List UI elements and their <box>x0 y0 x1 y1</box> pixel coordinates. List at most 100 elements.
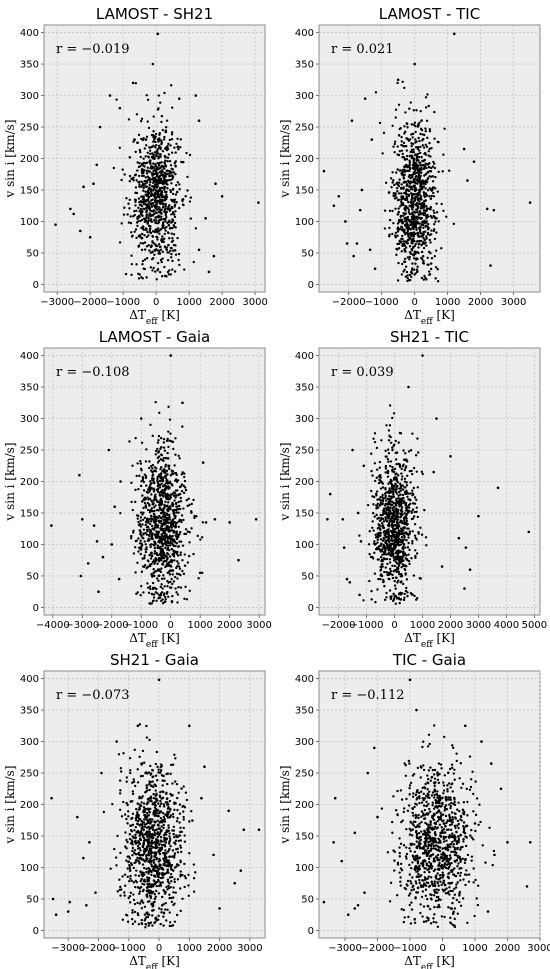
data-point <box>398 601 401 605</box>
data-point <box>384 496 387 499</box>
data-point <box>394 192 397 195</box>
data-point <box>141 749 145 753</box>
data-point <box>431 180 435 183</box>
data-point <box>412 109 415 112</box>
data-point <box>152 506 156 509</box>
data-point <box>138 200 141 204</box>
data-point <box>133 230 136 233</box>
data-point <box>124 272 128 276</box>
data-point <box>423 508 426 512</box>
data-point <box>166 437 169 441</box>
data-point <box>179 551 182 554</box>
data-point <box>113 847 116 851</box>
data-point <box>412 257 416 260</box>
data-point <box>386 490 389 494</box>
data-point <box>138 755 141 759</box>
y-tick-label: 350 <box>295 383 314 394</box>
data-point <box>168 494 172 497</box>
data-point <box>154 762 158 766</box>
data-point <box>430 166 433 170</box>
data-point <box>431 175 435 178</box>
data-point <box>172 512 175 515</box>
data-point <box>400 200 403 203</box>
data-point <box>174 479 177 482</box>
data-point <box>130 917 134 921</box>
data-point <box>424 143 427 147</box>
data-point <box>411 508 415 511</box>
data-point <box>163 199 166 202</box>
data-point <box>161 544 164 548</box>
data-point <box>154 895 158 899</box>
panel-lamost-sh21: 0 50 100 150 200 250 300 350 400 −3000 −2000 −1000 0… <box>0 0 275 327</box>
y-tick-label: 0 <box>33 926 39 937</box>
data-point <box>379 532 382 535</box>
data-point <box>391 209 394 213</box>
data-point <box>165 533 168 536</box>
data-point <box>426 228 430 231</box>
data-point <box>166 888 169 891</box>
data-point <box>143 248 147 251</box>
data-point <box>405 193 409 196</box>
data-point <box>145 210 148 213</box>
data-point <box>407 541 410 545</box>
data-point <box>384 494 387 498</box>
data-point <box>130 534 133 538</box>
data-point <box>412 515 416 518</box>
data-point <box>434 220 437 223</box>
data-point <box>156 536 160 539</box>
data-point <box>371 555 374 559</box>
data-point <box>137 220 140 223</box>
data-point <box>168 921 172 924</box>
data-point <box>143 913 147 916</box>
data-point <box>378 504 382 507</box>
data-point <box>413 121 417 124</box>
data-point <box>387 482 390 485</box>
data-point <box>356 511 360 515</box>
data-point <box>400 555 403 559</box>
data-point <box>394 538 398 542</box>
data-point <box>397 210 400 214</box>
data-point <box>155 750 158 754</box>
x-tick-label: 0 <box>411 297 417 308</box>
data-point <box>415 510 418 513</box>
data-point <box>379 556 383 559</box>
data-point <box>151 178 154 181</box>
data-point <box>139 593 142 597</box>
data-point <box>137 216 140 220</box>
data-point <box>162 924 165 927</box>
data-point <box>131 843 134 846</box>
data-point <box>146 488 150 491</box>
data-point <box>430 229 433 232</box>
data-point <box>164 500 167 504</box>
data-point <box>169 164 173 167</box>
data-point <box>428 147 431 151</box>
data-point <box>153 209 156 212</box>
data-point <box>133 138 136 141</box>
data-point <box>143 501 147 505</box>
y-tick-label: 400 <box>20 28 39 39</box>
data-point <box>155 889 158 893</box>
x-tick-label: −2000 <box>95 620 129 631</box>
y-axis-label: v sin i [km/s] <box>3 766 17 845</box>
data-point <box>143 498 146 502</box>
data-point <box>190 527 193 530</box>
data-point <box>120 222 123 225</box>
data-point <box>109 867 112 870</box>
data-point <box>130 839 134 842</box>
data-point <box>404 557 407 560</box>
data-point <box>387 571 390 575</box>
data-point <box>418 200 421 203</box>
data-point <box>158 805 162 808</box>
data-point <box>153 253 156 256</box>
data-point <box>411 213 415 217</box>
data-point <box>174 244 177 247</box>
data-point <box>412 150 416 154</box>
data-point <box>142 528 146 531</box>
data-point <box>156 461 160 464</box>
data-point <box>423 133 426 137</box>
data-point <box>387 507 390 510</box>
data-point <box>161 206 165 209</box>
data-point <box>167 244 170 247</box>
data-point <box>382 539 385 542</box>
data-point <box>464 546 468 549</box>
